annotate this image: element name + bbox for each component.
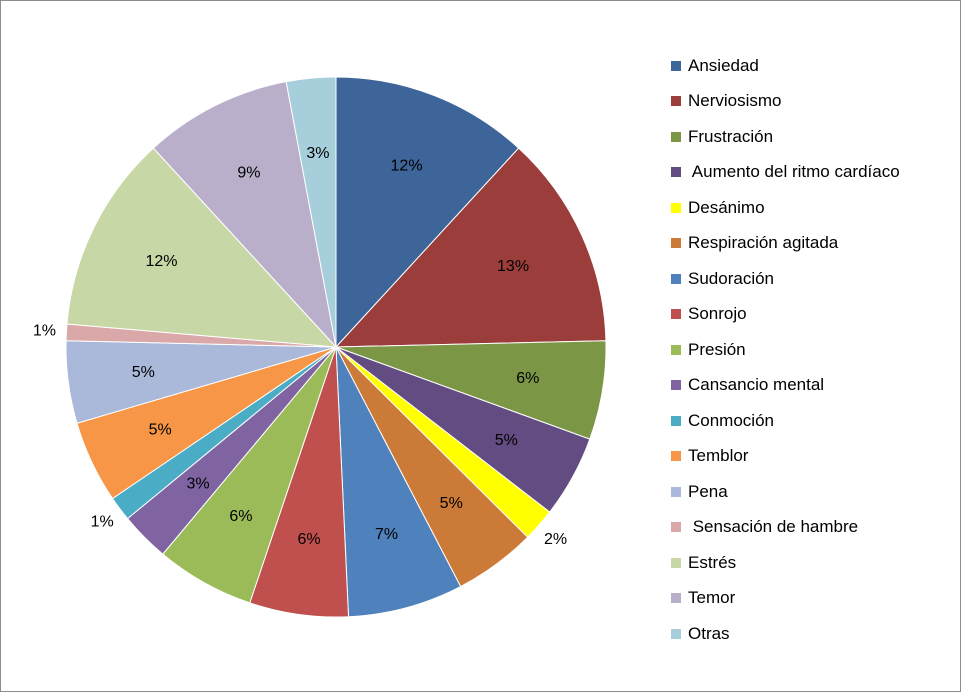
pie-slice bbox=[335, 76, 520, 349]
legend-item: Sonrojo bbox=[671, 297, 900, 333]
legend: Ansiedad Nerviosismo Frustración Aumento d… bbox=[671, 48, 900, 652]
slice-data-label: 5% bbox=[495, 432, 518, 449]
slice-data-label: 6% bbox=[229, 508, 252, 525]
legend-label: Sonrojo bbox=[688, 304, 747, 324]
legend-swatch bbox=[671, 593, 681, 604]
legend-item: Frustración bbox=[671, 119, 900, 155]
slice-data-label: 2% bbox=[544, 531, 567, 548]
pie-slice bbox=[335, 346, 462, 618]
slice-data-label: 12% bbox=[391, 157, 423, 174]
legend-label: Pena bbox=[688, 481, 728, 501]
slice-data-label: 6% bbox=[516, 370, 539, 387]
pie-slice bbox=[152, 81, 337, 349]
slice-data-label: 12% bbox=[145, 253, 177, 270]
legend-item: Otras bbox=[671, 616, 900, 652]
slice-data-label: 9% bbox=[237, 165, 260, 182]
legend-swatch bbox=[671, 451, 681, 462]
legend-swatch bbox=[671, 131, 681, 142]
slice-data-label: 5% bbox=[132, 364, 155, 381]
legend-label: Estrés bbox=[688, 552, 737, 572]
legend-label: Sudoración bbox=[688, 268, 775, 288]
legend-swatch bbox=[671, 167, 681, 178]
legend-item: Presión bbox=[671, 332, 900, 368]
legend-swatch bbox=[671, 202, 681, 213]
legend-swatch bbox=[671, 380, 681, 391]
legend-label: Temor bbox=[688, 588, 736, 608]
legend-item: Sensación de hambre bbox=[671, 510, 900, 546]
legend-item: Cansancio mental bbox=[671, 368, 900, 404]
legend-label: Presión bbox=[688, 339, 746, 359]
legend-swatch bbox=[671, 60, 681, 71]
slice-data-label: 7% bbox=[375, 526, 398, 543]
legend-label: Sensación de hambre bbox=[688, 517, 859, 537]
legend-label: Respiración agitada bbox=[688, 233, 839, 253]
legend-swatch bbox=[671, 96, 681, 107]
legend-item: Ansiedad bbox=[671, 48, 900, 84]
legend-item: Temblor bbox=[671, 439, 900, 475]
legend-item: Conmoción bbox=[671, 403, 900, 439]
slice-data-label: 3% bbox=[306, 145, 329, 162]
slice-data-label: 1% bbox=[91, 513, 114, 530]
slice-data-label: 6% bbox=[297, 531, 320, 548]
legend-label: Desánimo bbox=[688, 197, 765, 217]
legend-swatch bbox=[671, 309, 681, 320]
legend-label: Temblor bbox=[688, 446, 749, 466]
pie-slice bbox=[285, 76, 337, 348]
legend-item: Temor bbox=[671, 581, 900, 617]
legend-item: Aumento del ritmo cardíaco bbox=[671, 155, 900, 191]
legend-item: Desánimo bbox=[671, 190, 900, 226]
legend-label: Otras bbox=[688, 623, 730, 643]
legend-swatch bbox=[671, 344, 681, 355]
legend-label: Nerviosismo bbox=[688, 91, 782, 111]
legend-swatch bbox=[671, 628, 681, 639]
legend-item: Nerviosismo bbox=[671, 84, 900, 120]
legend-label: Cansancio mental bbox=[688, 375, 825, 395]
pie-slice bbox=[66, 147, 338, 348]
pie-slice bbox=[334, 147, 607, 348]
slice-data-label: 5% bbox=[440, 495, 463, 512]
legend-item: Estrés bbox=[671, 545, 900, 581]
legend-swatch bbox=[671, 557, 681, 568]
legend-item: Pena bbox=[671, 474, 900, 510]
legend-label: Aumento del ritmo cardíaco bbox=[688, 162, 900, 182]
slice-data-label: 1% bbox=[33, 323, 56, 340]
legend-label: Conmoción bbox=[688, 410, 774, 430]
legend-item: Sudoración bbox=[671, 261, 900, 297]
legend-item: Respiración agitada bbox=[671, 226, 900, 262]
legend-swatch bbox=[671, 415, 681, 426]
legend-label: Frustración bbox=[688, 126, 774, 146]
legend-swatch bbox=[671, 522, 681, 533]
slice-data-label: 3% bbox=[186, 475, 209, 492]
legend-swatch bbox=[671, 238, 681, 249]
legend-swatch bbox=[671, 486, 681, 497]
legend-label: Ansiedad bbox=[688, 55, 759, 75]
slice-data-label: 5% bbox=[149, 421, 172, 438]
legend-swatch bbox=[671, 273, 681, 284]
slice-data-label: 13% bbox=[497, 258, 529, 275]
